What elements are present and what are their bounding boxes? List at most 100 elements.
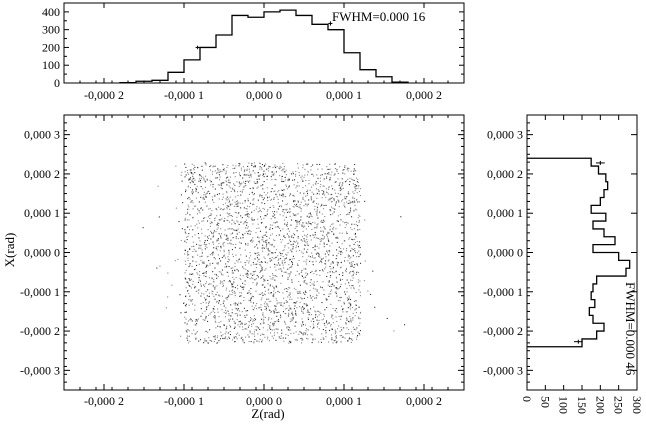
scatter-point xyxy=(196,188,198,190)
scatter-point xyxy=(268,237,270,239)
scatter-point xyxy=(351,285,353,287)
scatter-point xyxy=(185,295,187,297)
scatter-point xyxy=(279,238,281,240)
scatter-point xyxy=(298,223,300,225)
scatter-point xyxy=(201,220,203,222)
scatter-point xyxy=(350,264,352,266)
scatter-point xyxy=(335,287,337,289)
scatter-point xyxy=(273,239,275,241)
scatter-point xyxy=(286,225,288,227)
scatter-point xyxy=(316,163,318,165)
scatter-point xyxy=(283,340,285,342)
scatter-point xyxy=(364,219,366,221)
scatter-point xyxy=(305,268,307,270)
scatter-point xyxy=(198,237,200,239)
scatter-point xyxy=(348,213,350,215)
scatter-point xyxy=(253,263,255,265)
scatter-point xyxy=(357,335,359,337)
scatter-point xyxy=(349,258,351,260)
scatter-point xyxy=(252,271,254,273)
scatter-point xyxy=(286,326,288,328)
scatter-point xyxy=(275,339,277,341)
scatter-point xyxy=(332,188,334,190)
scatter-point xyxy=(356,327,358,329)
scatter-point xyxy=(288,342,290,344)
scatter-point xyxy=(352,201,354,203)
scatter-point xyxy=(286,327,288,329)
scatter-point xyxy=(158,216,160,218)
scatter-point xyxy=(227,165,229,167)
scatter-point xyxy=(252,194,254,196)
scatter-point xyxy=(261,164,263,166)
scatter-point xyxy=(207,255,209,257)
scatter-point xyxy=(266,213,268,215)
scatter-point xyxy=(219,179,221,181)
scatter-point xyxy=(223,220,225,222)
scatter-point xyxy=(208,208,210,210)
scatter-point xyxy=(289,211,291,213)
scatter-point xyxy=(339,182,341,184)
scatter-point xyxy=(296,190,298,192)
scatter-point xyxy=(261,318,263,320)
scatter-point xyxy=(230,326,232,328)
scatter-point xyxy=(314,245,316,247)
scatter-point xyxy=(301,298,303,300)
scatter-point xyxy=(235,303,237,305)
scatter-point xyxy=(307,189,309,191)
scatter-point xyxy=(203,191,205,193)
scatter-point xyxy=(335,201,337,203)
scatter-point xyxy=(244,185,246,187)
scatter-point xyxy=(359,291,361,293)
scatter-point xyxy=(242,275,244,277)
scatter-point xyxy=(266,239,268,241)
scatter-point xyxy=(186,169,188,171)
scatter-point xyxy=(243,223,245,225)
scatter-point xyxy=(248,299,250,301)
scatter-point xyxy=(345,322,347,324)
scatter-point xyxy=(292,179,294,181)
scatter-point xyxy=(183,302,185,304)
scatter-point xyxy=(204,286,206,288)
scatter-point xyxy=(184,260,186,262)
scatter-point xyxy=(184,240,186,242)
scatter-point xyxy=(205,340,207,342)
scatter-point xyxy=(360,311,362,313)
scatter-point xyxy=(351,263,353,265)
scatter-point xyxy=(262,314,264,316)
scatter-point xyxy=(274,240,276,242)
scatter-point xyxy=(301,332,303,334)
scatter-point xyxy=(225,198,227,200)
scatter-point xyxy=(230,304,232,306)
scatter-point xyxy=(194,179,196,181)
scatter-point xyxy=(302,222,304,224)
scatter-point xyxy=(338,287,340,289)
scatter-point xyxy=(333,285,335,287)
scatter-point xyxy=(232,276,234,278)
scatter-point xyxy=(348,238,350,240)
scatter-point xyxy=(251,325,253,327)
scatter-point xyxy=(194,286,196,288)
scatter-point xyxy=(314,338,316,340)
scatter-point xyxy=(251,295,253,297)
scatter-point xyxy=(221,185,223,187)
scatter-point xyxy=(312,261,314,263)
scatter-point xyxy=(253,307,255,309)
scatter-point xyxy=(263,181,265,183)
scatter-point xyxy=(329,285,331,287)
scatter-point xyxy=(217,238,219,240)
scatter-point xyxy=(266,187,268,189)
scatter-point xyxy=(234,287,236,289)
scatter-point xyxy=(334,204,336,206)
scatter-point xyxy=(292,194,294,196)
scatter-point xyxy=(307,192,309,194)
scatter-point xyxy=(325,188,327,190)
scatter-point xyxy=(216,228,218,230)
scatter-point xyxy=(289,258,291,260)
scatter-point xyxy=(316,225,318,227)
scatter-point xyxy=(183,302,185,304)
scatter-point xyxy=(353,173,355,175)
scatter-point xyxy=(244,214,246,216)
scatter-point xyxy=(342,308,344,310)
scatter-point xyxy=(305,330,307,332)
scatter-point xyxy=(259,162,261,164)
